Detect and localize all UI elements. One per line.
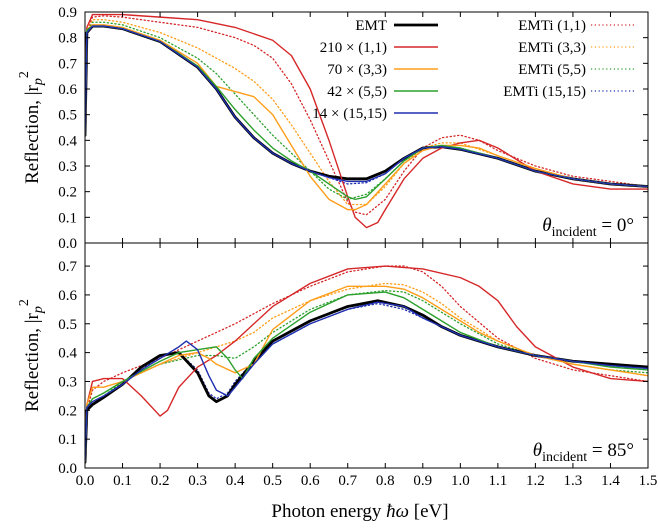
x-axis-title: Photon energy ħω [eV] bbox=[271, 501, 448, 522]
top-panel: 0.0 0.1 0.2 0.3 0.4 0.5 0.6 0.7 0.8 0.9 bbox=[58, 5, 649, 252]
top-y-tick-label: 0.1 bbox=[58, 210, 77, 226]
bottom-series-emti-5-5-dotted bbox=[85, 289, 648, 463]
top-y-tick-label: 0.2 bbox=[58, 185, 77, 201]
bottom-y-tick-label: 0.7 bbox=[58, 259, 77, 275]
x-tick-label: 1.4 bbox=[601, 473, 620, 489]
top-series-210-1-1 bbox=[85, 13, 648, 229]
x-tick-label: 1.2 bbox=[526, 473, 545, 489]
y-axis-titles: Reflection, |rp2 Reflection, |rp2 bbox=[17, 71, 46, 412]
x-tick-label: 0.7 bbox=[338, 473, 357, 489]
x-tick-label: 1.0 bbox=[451, 473, 470, 489]
top-y-tick-label: 0.0 bbox=[58, 236, 77, 252]
x-tick-label: 0.2 bbox=[151, 473, 170, 489]
top-y-tick-label: 0.5 bbox=[58, 108, 77, 124]
x-tick-label: 1.3 bbox=[564, 473, 583, 489]
top-legend: EMT 210 × (1,1) 70 × (3,3) 42 × (5,5) 14 × (… bbox=[312, 18, 636, 122]
top-y-tick-label: 0.7 bbox=[58, 56, 77, 72]
legend-label-emti-15-15: EMTi (15,15) bbox=[503, 84, 586, 100]
top-angle-annotation: θincident = 0° bbox=[542, 215, 634, 240]
x-tick-label: 0.3 bbox=[188, 473, 207, 489]
bottom-series-42-5-5 bbox=[85, 291, 648, 463]
bottom-y-tick-label: 0.3 bbox=[58, 374, 77, 390]
bottom-y-tick-label: 0.6 bbox=[58, 288, 77, 304]
bottom-series-emti-3-3-dotted bbox=[85, 282, 648, 463]
top-y-tick-label: 0.9 bbox=[58, 5, 77, 21]
bottom-series-14-15-15 bbox=[85, 301, 648, 463]
bottom-series-group bbox=[85, 265, 648, 464]
bottom-y-axis-title: Reflection, |rp2 bbox=[17, 299, 46, 412]
legend-label-emti-1-1: EMTi (1,1) bbox=[518, 18, 586, 34]
legend-label-42-5-5: 42 × (5,5) bbox=[327, 84, 387, 100]
top-y-tick-label: 0.3 bbox=[58, 159, 77, 175]
bottom-series-emt bbox=[85, 299, 648, 464]
legend-label-emti-5-5: EMTi (5,5) bbox=[518, 62, 586, 78]
bottom-y-tick-label: 0.4 bbox=[58, 346, 77, 362]
bottom-series-210-1-1 bbox=[85, 265, 648, 463]
bottom-annotation: θincident = 85° bbox=[533, 440, 634, 465]
top-series-70-3-3 bbox=[85, 24, 648, 211]
x-tick-label: 1.5 bbox=[639, 473, 658, 489]
top-y-tick-label: 0.6 bbox=[58, 82, 77, 98]
x-tick-label: 0.1 bbox=[113, 473, 132, 489]
legend-label-210-1-1: 210 × (1,1) bbox=[320, 40, 387, 56]
bottom-series-70-3-3 bbox=[85, 285, 648, 463]
bottom-y-tick-label: 0.2 bbox=[58, 403, 77, 419]
x-tick-label: 1.1 bbox=[488, 473, 507, 489]
legend-label-14-15-15: 14 × (15,15) bbox=[312, 106, 387, 122]
bottom-series-emti-15-15-dotted bbox=[85, 302, 648, 463]
x-tick-label: 0.6 bbox=[301, 473, 320, 489]
x-tick-label: 0.5 bbox=[263, 473, 282, 489]
x-tick-label: 0.8 bbox=[376, 473, 395, 489]
top-y-tick-label: 0.4 bbox=[58, 133, 77, 149]
x-tick-label: 0.9 bbox=[413, 473, 432, 489]
bottom-y-tick-label: 0.5 bbox=[58, 317, 77, 333]
top-annotation: θincident = 0° bbox=[542, 215, 634, 240]
bottom-y-tick-label: 0.1 bbox=[58, 432, 77, 448]
x-tick-label: 0.4 bbox=[226, 473, 245, 489]
bottom-y-tick-label: 0.0 bbox=[58, 461, 77, 477]
bottom-angle-annotation: θincident = 85° bbox=[533, 440, 634, 465]
legend-label-70-3-3: 70 × (3,3) bbox=[327, 62, 387, 78]
top-series-group bbox=[85, 13, 648, 229]
x-tick-label: 0.0 bbox=[76, 473, 95, 489]
top-y-axis-title: Reflection, |rp2 bbox=[17, 71, 46, 184]
bottom-panel: 0.0 0.1 0.2 0.3 0.4 0.5 0.6 0.7 0.8 0.9 1.0 1.1 1.2 1… bbox=[58, 242, 658, 489]
bottom-series-emti-1-1-dotted bbox=[85, 265, 648, 463]
top-y-tick-label: 0.8 bbox=[58, 31, 77, 47]
legend-label-emti-3-3: EMTi (3,3) bbox=[518, 40, 586, 56]
top-series-14-15-15 bbox=[85, 25, 648, 188]
legend-label-emt: EMT bbox=[355, 18, 387, 34]
bottom-plot-frame bbox=[84, 242, 649, 469]
